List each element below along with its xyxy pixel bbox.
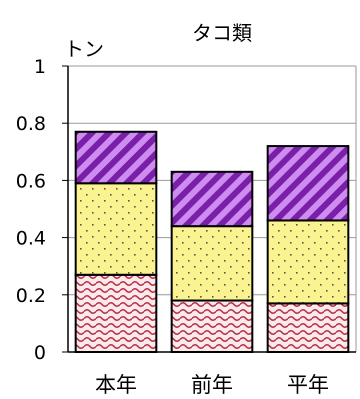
y-tick-label: 0.8 [16, 113, 46, 135]
bar-segment-3 [74, 130, 158, 185]
bar-segment-1 [170, 299, 254, 353]
bar-segment-2 [170, 225, 254, 302]
axes-group [62, 65, 356, 353]
y-tick-label: 0.6 [16, 170, 46, 192]
y-tick-label: 0 [34, 342, 46, 364]
x-category-label: 前年 [191, 373, 233, 397]
y-tick-labels: 0 0.2 0.4 0.6 0.8 1 [16, 56, 46, 364]
bar-segment-3 [170, 170, 254, 228]
x-category-label: 本年 [95, 373, 137, 397]
bar-segment-2 [74, 182, 158, 276]
x-category-label: 平年 [287, 373, 329, 397]
bar-segment-1 [266, 302, 350, 354]
bars-group [74, 130, 350, 354]
bar-segment-1 [74, 273, 158, 353]
chart-title: タコ類 [192, 21, 252, 45]
y-axis-unit-label: トン [64, 37, 104, 61]
y-tick-label: 1 [34, 56, 46, 78]
y-tick-label: 0.2 [16, 285, 46, 307]
bar-segment-2 [266, 219, 350, 305]
x-category-labels: 本年 前年 平年 [95, 373, 329, 397]
y-tick-label: 0.4 [16, 228, 46, 250]
bar-segment-3 [266, 145, 350, 222]
